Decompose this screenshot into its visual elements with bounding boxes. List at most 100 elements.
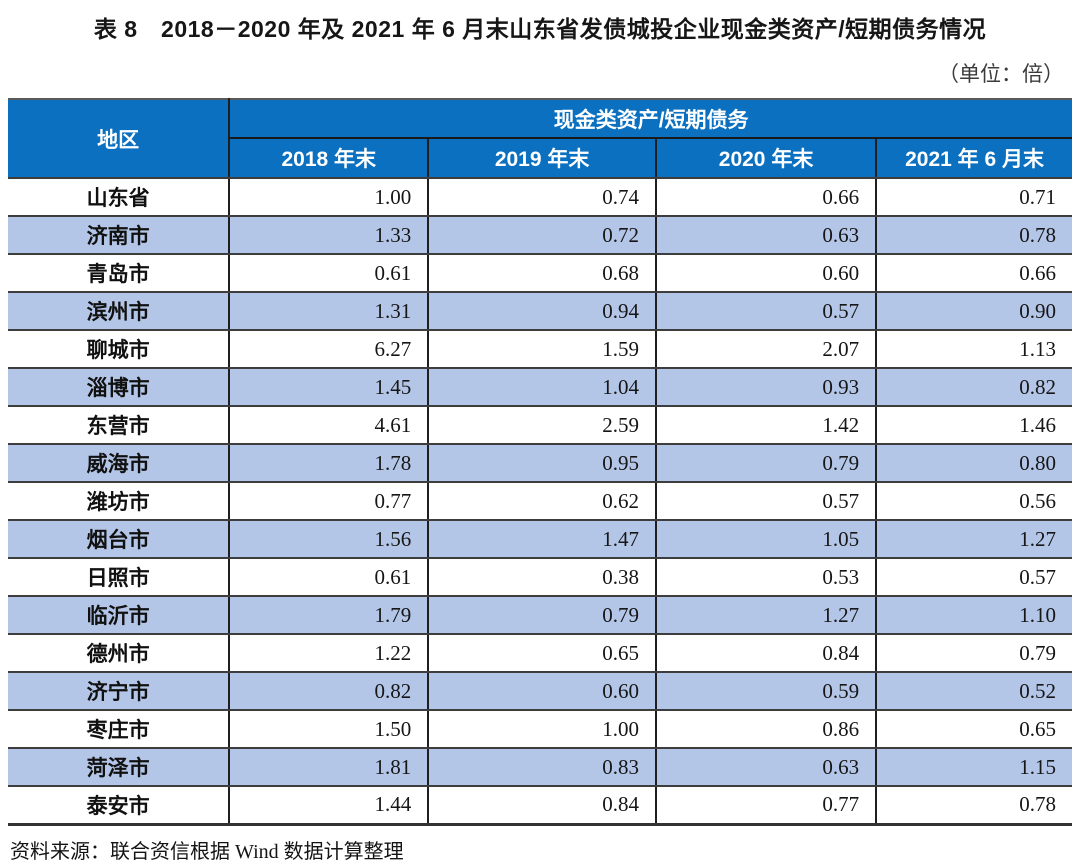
value-cell: 0.38: [427, 558, 656, 597]
region-cell: 青岛市: [8, 254, 230, 293]
value-cell: 1.00: [427, 710, 656, 749]
value-cell: 0.53: [654, 558, 877, 597]
value-cell: 0.60: [427, 672, 656, 711]
value-cell: 0.66: [654, 178, 877, 217]
value-cell: 0.68: [427, 254, 656, 293]
table-row: 枣庄市 1.50 1.00 0.86 0.65: [8, 710, 1072, 749]
value-cell: 4.61: [228, 406, 429, 445]
region-cell: 济南市: [8, 216, 230, 255]
column-header-2021h1: 2021 年 6 月末: [875, 138, 1072, 179]
value-cell: 1.31: [228, 292, 429, 331]
value-cell: 0.63: [654, 216, 877, 255]
value-cell: 0.57: [654, 482, 877, 521]
region-cell: 山东省: [8, 178, 230, 217]
region-cell: 聊城市: [8, 330, 230, 369]
value-cell: 0.79: [654, 444, 877, 483]
table-row: 威海市 1.78 0.95 0.79 0.80: [8, 444, 1072, 483]
column-header-2018: 2018 年末: [228, 138, 429, 179]
table-row: 滨州市 1.31 0.94 0.57 0.90: [8, 292, 1072, 331]
value-cell: 1.56: [228, 520, 429, 559]
table-row: 济南市 1.33 0.72 0.63 0.78: [8, 216, 1072, 255]
value-cell: 1.10: [875, 596, 1072, 635]
value-cell: 0.62: [427, 482, 656, 521]
value-cell: 2.59: [427, 406, 656, 445]
value-cell: 1.78: [228, 444, 429, 483]
value-cell: 0.77: [228, 482, 429, 521]
value-cell: 0.72: [427, 216, 656, 255]
value-cell: 0.77: [654, 786, 877, 825]
region-cell: 德州市: [8, 634, 230, 673]
region-cell: 日照市: [8, 558, 230, 597]
region-cell: 滨州市: [8, 292, 230, 331]
value-cell: 1.79: [228, 596, 429, 635]
value-cell: 0.84: [427, 786, 656, 825]
value-cell: 0.56: [875, 482, 1072, 521]
table-row: 山东省 1.00 0.74 0.66 0.71: [8, 178, 1072, 217]
value-cell: 1.44: [228, 786, 429, 825]
value-cell: 0.74: [427, 178, 656, 217]
region-cell: 枣庄市: [8, 710, 230, 749]
region-cell: 淄博市: [8, 368, 230, 407]
region-cell: 东营市: [8, 406, 230, 445]
source-note: 资料来源：联合资信根据 Wind 数据计算整理: [10, 840, 404, 863]
table-row: 日照市 0.61 0.38 0.53 0.57: [8, 558, 1072, 597]
column-header-region: 地区: [8, 99, 230, 179]
value-cell: 0.57: [654, 292, 877, 331]
value-cell: 1.45: [228, 368, 429, 407]
value-cell: 0.79: [875, 634, 1072, 673]
region-cell: 潍坊市: [8, 482, 230, 521]
value-cell: 1.59: [427, 330, 656, 369]
value-cell: 0.52: [875, 672, 1072, 711]
table-title: 表 8 2018－2020 年及 2021 年 6 月末山东省发债城投企业现金类…: [93, 16, 987, 42]
value-cell: 0.61: [228, 558, 429, 597]
value-cell: 0.65: [875, 710, 1072, 749]
table-row: 聊城市 6.27 1.59 2.07 1.13: [8, 330, 1072, 369]
column-header-2020: 2020 年末: [654, 138, 877, 179]
table-row: 德州市 1.22 0.65 0.84 0.79: [8, 634, 1072, 673]
value-cell: 0.63: [654, 748, 877, 787]
table-row: 淄博市 1.45 1.04 0.93 0.82: [8, 368, 1072, 407]
value-cell: 0.65: [427, 634, 656, 673]
cash-to-short-debt-table: 地区 现金类资产/短期债务 2018 年末 2019 年末 2020 年末 20…: [8, 98, 1072, 826]
value-cell: 1.13: [875, 330, 1072, 369]
value-cell: 0.82: [875, 368, 1072, 407]
column-group-header: 现金类资产/短期债务: [228, 99, 1072, 139]
value-cell: 2.07: [654, 330, 877, 369]
unit-note: （单位：倍）: [938, 63, 1064, 86]
table-row: 泰安市 1.44 0.84 0.77 0.78: [8, 786, 1072, 825]
value-cell: 0.90: [875, 292, 1072, 331]
value-cell: 0.78: [875, 786, 1072, 825]
value-cell: 1.27: [875, 520, 1072, 559]
value-cell: 0.60: [654, 254, 877, 293]
region-cell: 济宁市: [8, 672, 230, 711]
value-cell: 0.94: [427, 292, 656, 331]
value-cell: 1.42: [654, 406, 877, 445]
value-cell: 0.59: [654, 672, 877, 711]
value-cell: 6.27: [228, 330, 429, 369]
column-header-2019: 2019 年末: [427, 138, 656, 179]
value-cell: 1.15: [875, 748, 1072, 787]
value-cell: 0.95: [427, 444, 656, 483]
value-cell: 0.82: [228, 672, 429, 711]
table-row: 东营市 4.61 2.59 1.42 1.46: [8, 406, 1072, 445]
value-cell: 0.71: [875, 178, 1072, 217]
value-cell: 0.78: [875, 216, 1072, 255]
table-row: 潍坊市 0.77 0.62 0.57 0.56: [8, 482, 1072, 521]
value-cell: 0.66: [875, 254, 1072, 293]
value-cell: 1.46: [875, 406, 1072, 445]
region-cell: 威海市: [8, 444, 230, 483]
region-cell: 菏泽市: [8, 748, 230, 787]
table-row: 烟台市 1.56 1.47 1.05 1.27: [8, 520, 1072, 559]
region-cell: 临沂市: [8, 596, 230, 635]
value-cell: 1.22: [228, 634, 429, 673]
value-cell: 0.83: [427, 748, 656, 787]
table-row: 青岛市 0.61 0.68 0.60 0.66: [8, 254, 1072, 293]
value-cell: 1.50: [228, 710, 429, 749]
value-cell: 0.61: [228, 254, 429, 293]
value-cell: 0.57: [875, 558, 1072, 597]
value-cell: 1.05: [654, 520, 877, 559]
value-cell: 1.27: [654, 596, 877, 635]
value-cell: 0.80: [875, 444, 1072, 483]
region-cell: 烟台市: [8, 520, 230, 559]
